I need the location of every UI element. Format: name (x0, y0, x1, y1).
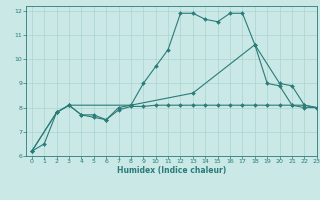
X-axis label: Humidex (Indice chaleur): Humidex (Indice chaleur) (116, 166, 226, 175)
